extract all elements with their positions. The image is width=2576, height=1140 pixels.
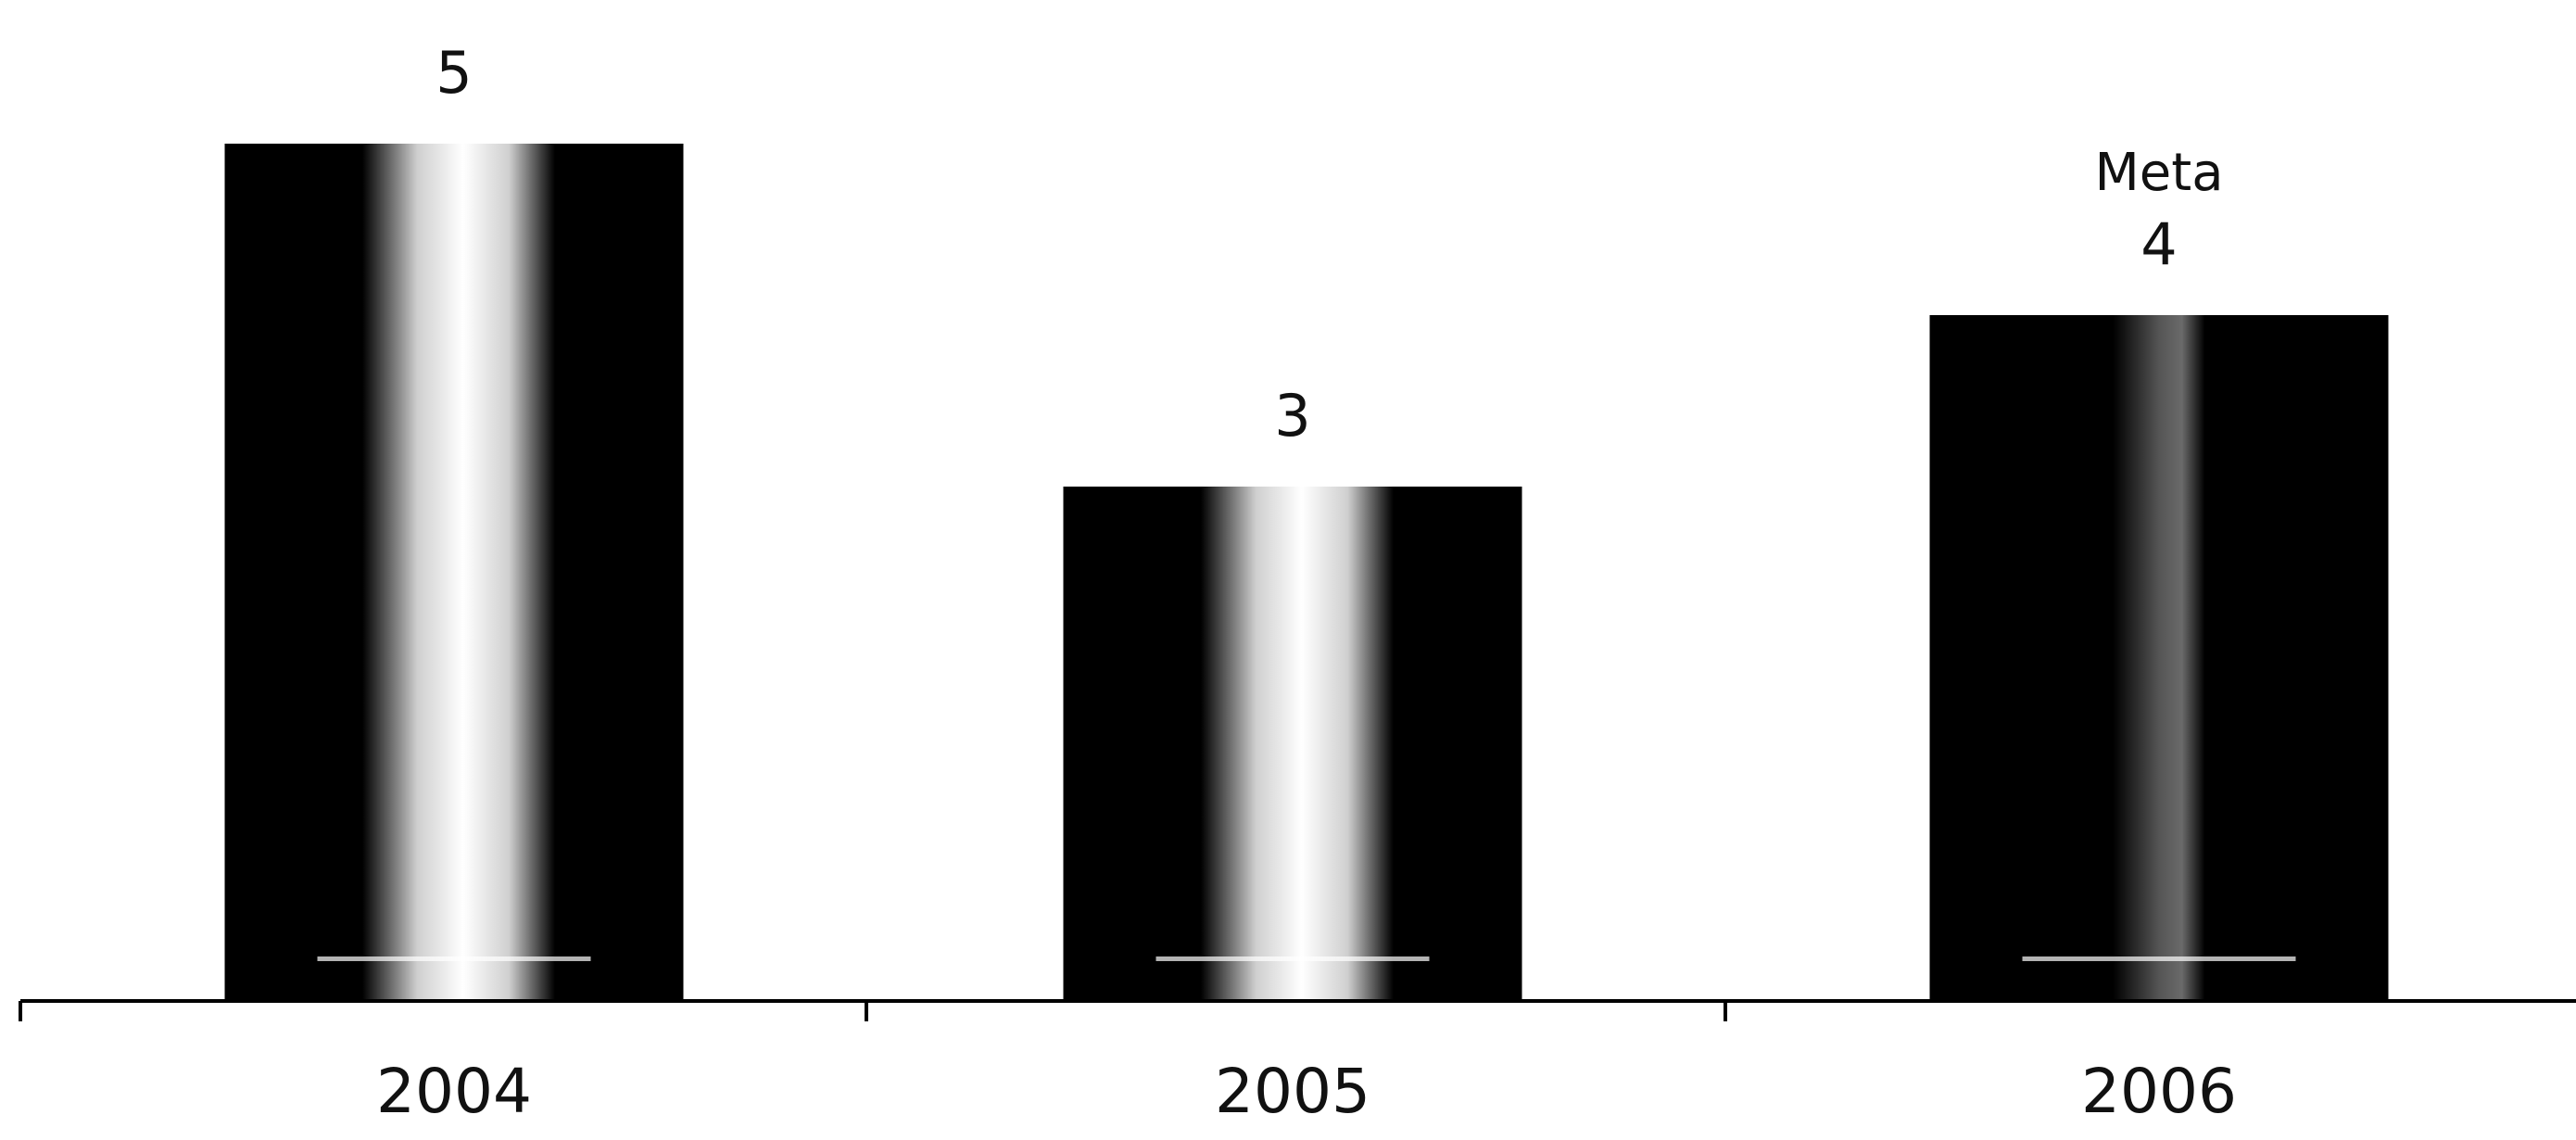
bar-highlight-2006 [2022, 956, 2296, 961]
bar-highlight-2004 [317, 956, 591, 961]
bar-2004 [224, 144, 684, 1001]
x-axis [19, 999, 2576, 1021]
annotation-2006: Meta [2094, 143, 2223, 203]
bar-2005 [1063, 487, 1522, 1001]
data-label-2004: 5 [436, 39, 472, 107]
data-label-2005: 3 [1274, 382, 1310, 450]
bar-2006 [1929, 315, 2389, 1001]
x-tick-label-2006: 2006 [2081, 1056, 2237, 1127]
x-tick-label-2004: 2004 [376, 1056, 532, 1127]
data-label-2006: 4 [2140, 210, 2177, 278]
bar-highlight-2005 [1155, 956, 1430, 961]
x-tick-label-2005: 2005 [1215, 1056, 1370, 1127]
labels-layer: 5 2004 3 2005 4 Meta 2006 [376, 39, 2237, 1127]
bars-layer [224, 144, 2389, 1001]
